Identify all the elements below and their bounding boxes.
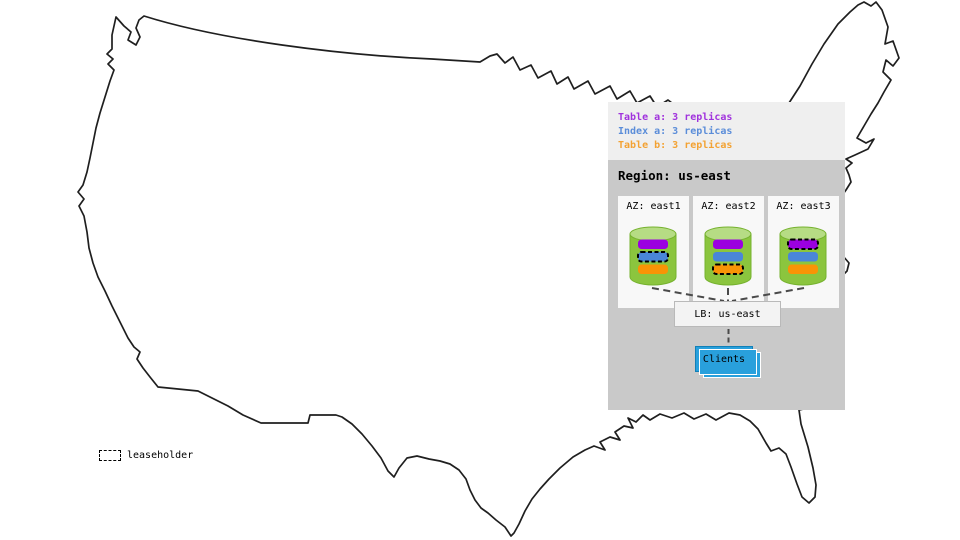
az-row: AZ: east1 AZ: east2: [618, 196, 839, 308]
replica-bar-table-b: [788, 264, 818, 274]
az-box-east2: AZ: east2: [693, 196, 764, 308]
clients-box: Clients: [695, 346, 761, 378]
replica-bar-index-a: [713, 252, 743, 262]
replica-bar-table-a: [638, 239, 668, 249]
replica-bar-table-b: [638, 264, 668, 274]
legend-item-table-a: Table a: 3 replicas: [618, 112, 733, 123]
legend-item-index-a: Index a: 3 replicas: [618, 126, 733, 137]
replica-bar-table-a: [713, 239, 743, 249]
us-map-path: [77, 1, 900, 537]
database-cylinder-icon: [704, 226, 752, 286]
database-cylinder-icon: [629, 226, 677, 286]
region-panel: Region: us-east AZ: east1 AZ: east2: [608, 160, 845, 410]
leaseholder-label: leaseholder: [127, 450, 194, 461]
replica-bar-table-b: [712, 263, 744, 275]
replica-bar-table-a: [787, 238, 819, 250]
clients-label: Clients: [702, 353, 746, 365]
database-cylinder-icon: [779, 226, 827, 286]
az-box-east1: AZ: east1: [618, 196, 689, 308]
replica-legend-panel: Table a: 3 replicas Index a: 3 replicas …: [608, 102, 845, 160]
region-title: Region: us-east: [618, 168, 731, 183]
lb-label: LB: us-east: [694, 308, 761, 320]
az-label: AZ: east2: [701, 201, 756, 212]
az-label: AZ: east3: [776, 201, 831, 212]
replica-bar-index-a: [637, 251, 669, 263]
legend-item-table-b: Table b: 3 replicas: [618, 140, 733, 151]
lb-box: LB: us-east: [674, 301, 781, 327]
az-box-east3: AZ: east3: [768, 196, 839, 308]
replica-bar-index-a: [788, 252, 818, 262]
leaseholder-swatch-icon: [99, 450, 121, 461]
az-label: AZ: east1: [626, 201, 681, 212]
leaseholder-legend: leaseholder: [99, 450, 193, 461]
